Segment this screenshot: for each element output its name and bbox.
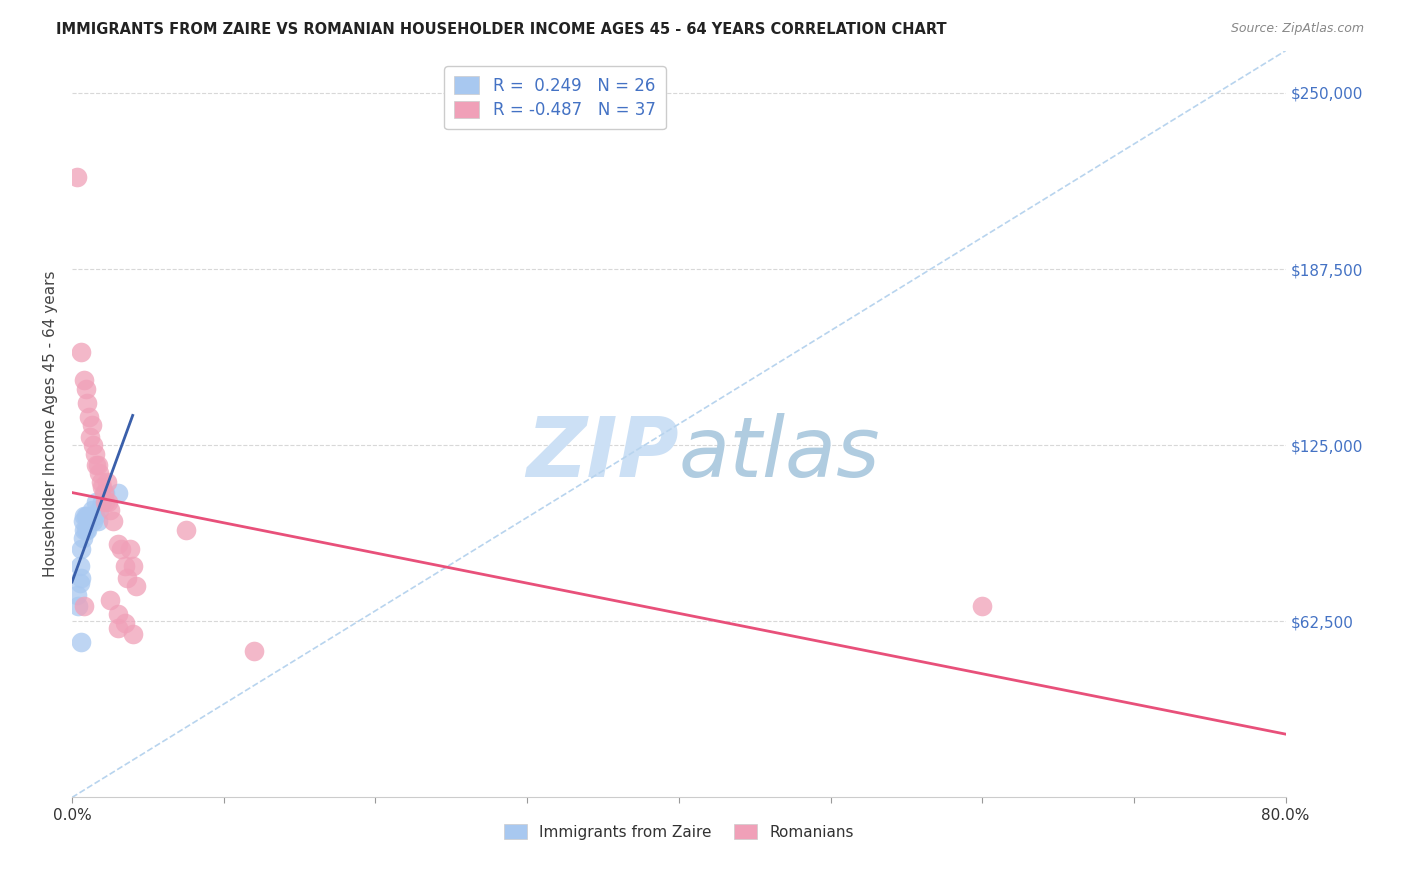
Point (91, 480, 114, 494)
Legend: Immigrants from Zaire, Romanians: Immigrants from Zaire, Romanians (498, 818, 860, 846)
Point (76, 396, 98, 410)
Point (121, 559, 143, 574)
Point (107, 621, 129, 635)
Point (121, 627, 143, 641)
Point (83, 447, 105, 461)
Point (76, 523, 98, 537)
Point (114, 615, 136, 630)
Point (972, 599, 994, 613)
Point (76, 508, 98, 523)
Point (70, 345, 93, 359)
Point (77, 410, 100, 425)
Point (65, 170, 87, 185)
Text: atlas: atlas (679, 413, 880, 494)
Point (72, 531, 94, 545)
Point (90, 475, 112, 489)
Point (72, 514, 94, 528)
Point (107, 486, 129, 500)
Point (80, 503, 103, 517)
Point (84, 458, 107, 472)
Point (75, 508, 97, 523)
Point (107, 607, 129, 622)
Point (243, 644, 266, 658)
Point (94, 486, 117, 500)
Point (114, 559, 136, 574)
Point (69, 576, 91, 591)
Text: Source: ZipAtlas.com: Source: ZipAtlas.com (1230, 22, 1364, 36)
Y-axis label: Householder Income Ages 45 - 64 years: Householder Income Ages 45 - 64 years (44, 271, 58, 577)
Point (107, 537, 129, 551)
Point (87, 458, 110, 472)
Point (67, 599, 90, 613)
Point (98, 593, 121, 607)
Point (87, 514, 110, 528)
Point (75, 523, 97, 537)
Text: ZIP: ZIP (526, 413, 679, 494)
Point (94, 494, 117, 508)
Point (93, 486, 115, 500)
Point (174, 523, 197, 537)
Point (97, 494, 120, 508)
Point (89, 467, 111, 481)
Point (84, 494, 107, 508)
Point (79, 508, 101, 523)
Point (65, 588, 87, 602)
Point (82, 514, 104, 528)
Point (77, 514, 100, 528)
Point (110, 542, 132, 557)
Text: IMMIGRANTS FROM ZAIRE VS ROMANIAN HOUSEHOLDER INCOME AGES 45 - 64 YEARS CORRELAT: IMMIGRANTS FROM ZAIRE VS ROMANIAN HOUSEH… (56, 22, 946, 37)
Point (118, 542, 141, 557)
Point (83, 508, 105, 523)
Point (73, 373, 96, 387)
Point (89, 503, 111, 517)
Point (91, 494, 114, 508)
Point (70, 542, 93, 557)
Point (70, 635, 93, 649)
Point (69, 559, 91, 574)
Point (82, 438, 104, 452)
Point (125, 579, 148, 593)
Point (101, 514, 124, 528)
Point (73, 599, 96, 613)
Point (73, 508, 96, 523)
Point (80, 418, 103, 433)
Point (70, 571, 93, 585)
Point (79, 430, 101, 444)
Point (98, 503, 121, 517)
Point (73, 523, 96, 537)
Point (96, 475, 118, 489)
Point (115, 571, 138, 585)
Point (75, 382, 97, 396)
